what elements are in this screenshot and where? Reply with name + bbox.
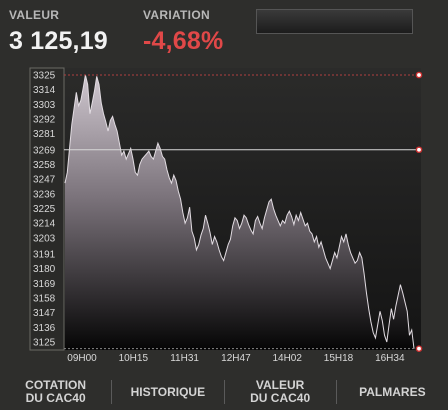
y-tick-label: 3236 xyxy=(33,189,56,200)
y-tick-label: 3180 xyxy=(33,264,56,275)
y-tick-label: 3214 xyxy=(33,219,56,230)
x-tick-label: 09H00 xyxy=(67,353,97,364)
price-line xyxy=(64,74,415,349)
y-axis-panel xyxy=(29,67,65,351)
y-tick-label: 3303 xyxy=(33,100,56,111)
y-tick-label: 3281 xyxy=(33,129,56,140)
x-tick-label: 10H15 xyxy=(119,353,149,364)
y-tick-label: 3314 xyxy=(33,85,56,96)
x-tick-label: 14H02 xyxy=(272,353,302,364)
y-tick-label: 3292 xyxy=(33,115,56,126)
y-tick-label: 3169 xyxy=(33,279,56,290)
y-tick-label: 3247 xyxy=(33,175,56,186)
variation-label: VARIATION xyxy=(143,8,210,22)
redacted-box xyxy=(256,9,413,34)
reference-marker-open[interactable] xyxy=(415,146,423,154)
chart-svg: 3325 3314 3303 3292 3281 3269 3258 3247 3236 3225… xyxy=(29,67,423,364)
nav-divider xyxy=(111,380,113,404)
x-tick-label: 12H47 xyxy=(221,353,251,364)
y-tick-label: 3191 xyxy=(33,249,56,260)
intraday-chart[interactable]: 3325 3314 3303 3292 3281 3269 3258 3247 3236 3225… xyxy=(0,60,448,372)
nav-valeur-cac40[interactable]: VALEUR DU CAC40 xyxy=(250,378,311,405)
nav-historique[interactable]: HISTORIQUE xyxy=(130,384,206,399)
valeur-value: 3 125,19 xyxy=(9,27,108,55)
reference-marker-high[interactable] xyxy=(415,71,423,79)
x-tick-label: 11H31 xyxy=(170,353,199,364)
reference-marker-last[interactable] xyxy=(415,345,423,352)
nav-cotation-cac40[interactable]: COTATION DU CAC40 xyxy=(25,378,87,405)
x-tick-label: 15H18 xyxy=(324,353,354,364)
y-tick-label: 3136 xyxy=(33,323,56,334)
nav-divider xyxy=(223,380,225,404)
y-tick-label: 3258 xyxy=(33,160,56,171)
price-area xyxy=(65,75,414,350)
nav-palmares[interactable]: PALMARES xyxy=(359,384,426,399)
y-tick-label: 3147 xyxy=(33,308,56,319)
y-tick-label: 3269 xyxy=(33,145,56,156)
y-tick-label: 3325 xyxy=(33,71,56,82)
nav-divider xyxy=(335,380,337,404)
valeur-label: VALEUR xyxy=(9,8,60,22)
bottom-nav: COTATION DU CAC40 HISTORIQUE VALEUR DU C… xyxy=(0,374,448,410)
variation-value: -4,68% xyxy=(143,27,224,55)
x-tick-label: 16H34 xyxy=(375,353,405,364)
y-tick-label: 3225 xyxy=(33,204,56,215)
y-tick-label: 3203 xyxy=(33,233,56,244)
y-tick-label: 3158 xyxy=(33,293,56,304)
y-tick-label: 3125 xyxy=(33,338,56,349)
